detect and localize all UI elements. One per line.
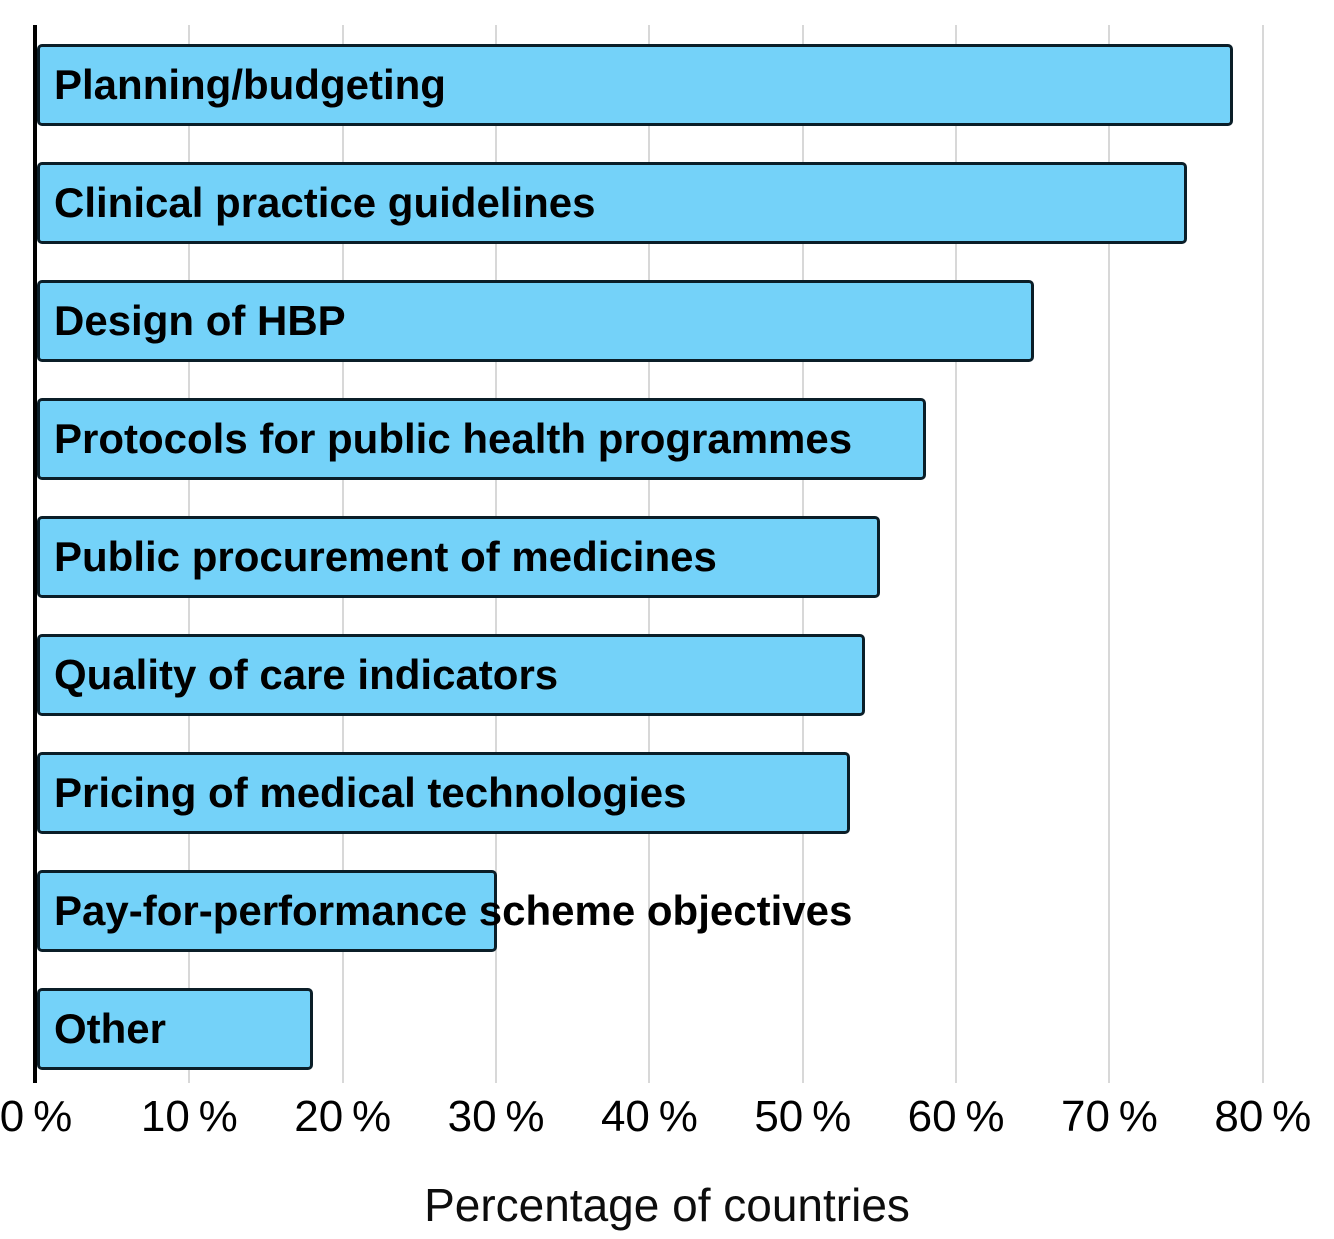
x-tick-label: 0 % — [0, 1092, 73, 1141]
bar — [37, 634, 865, 716]
bar — [37, 162, 1187, 244]
bar-row: Protocols for public health programmes — [37, 398, 926, 480]
bar — [37, 280, 1034, 362]
bar-row: Other — [37, 988, 313, 1070]
x-tick-label: 70 % — [1061, 1092, 1158, 1141]
gridline-60-percent — [955, 25, 958, 1083]
bar-category-label: Other — [54, 1005, 167, 1052]
bar-category-label: Public procurement of medicines — [54, 533, 717, 580]
bar — [37, 44, 1233, 126]
bar-category-label: Planning/budgeting — [54, 61, 446, 108]
gridline-80-percent — [1261, 25, 1264, 1083]
x-tick-label: 80 % — [1214, 1092, 1312, 1141]
bar — [37, 516, 880, 598]
x-tick-label: 50 % — [754, 1092, 852, 1141]
bar-category-label: Pay-for-performance scheme objectives — [54, 887, 853, 934]
bar-category-label: Quality of care indicators — [54, 651, 559, 698]
x-tick-label: 20 % — [294, 1092, 392, 1141]
x-tick-label: 10 % — [140, 1092, 238, 1141]
bar-row: Quality of care indicators — [37, 634, 865, 716]
x-axis-title: Percentage of countries — [424, 1179, 910, 1231]
bar-row: Planning/budgeting — [37, 44, 1233, 126]
bar — [37, 398, 926, 480]
gridline-70-percent — [1108, 25, 1111, 1083]
bar-row: Clinical practice guidelines — [37, 162, 1187, 244]
bar — [37, 988, 313, 1070]
bar-row: Public procurement of medicines — [37, 516, 880, 598]
bar-row: Pricing of medical technologies — [37, 752, 850, 834]
bar-category-label: Clinical practice guidelines — [54, 179, 596, 226]
bar-row: Pay-for-performance scheme objectives — [37, 870, 852, 952]
category-axis-line — [33, 25, 37, 1083]
x-tick-label: 60 % — [907, 1092, 1005, 1141]
bar-category-label: Pricing of medical technologies — [54, 769, 687, 816]
bar-category-label: Design of HBP — [54, 297, 346, 344]
bar — [37, 752, 850, 834]
bar-row: Design of HBP — [37, 280, 1034, 362]
x-tick-label: 30 % — [447, 1092, 545, 1141]
x-tick-label: 40 % — [600, 1092, 698, 1141]
bar-category-label: Protocols for public health programmes — [54, 415, 853, 462]
bar — [37, 870, 497, 952]
